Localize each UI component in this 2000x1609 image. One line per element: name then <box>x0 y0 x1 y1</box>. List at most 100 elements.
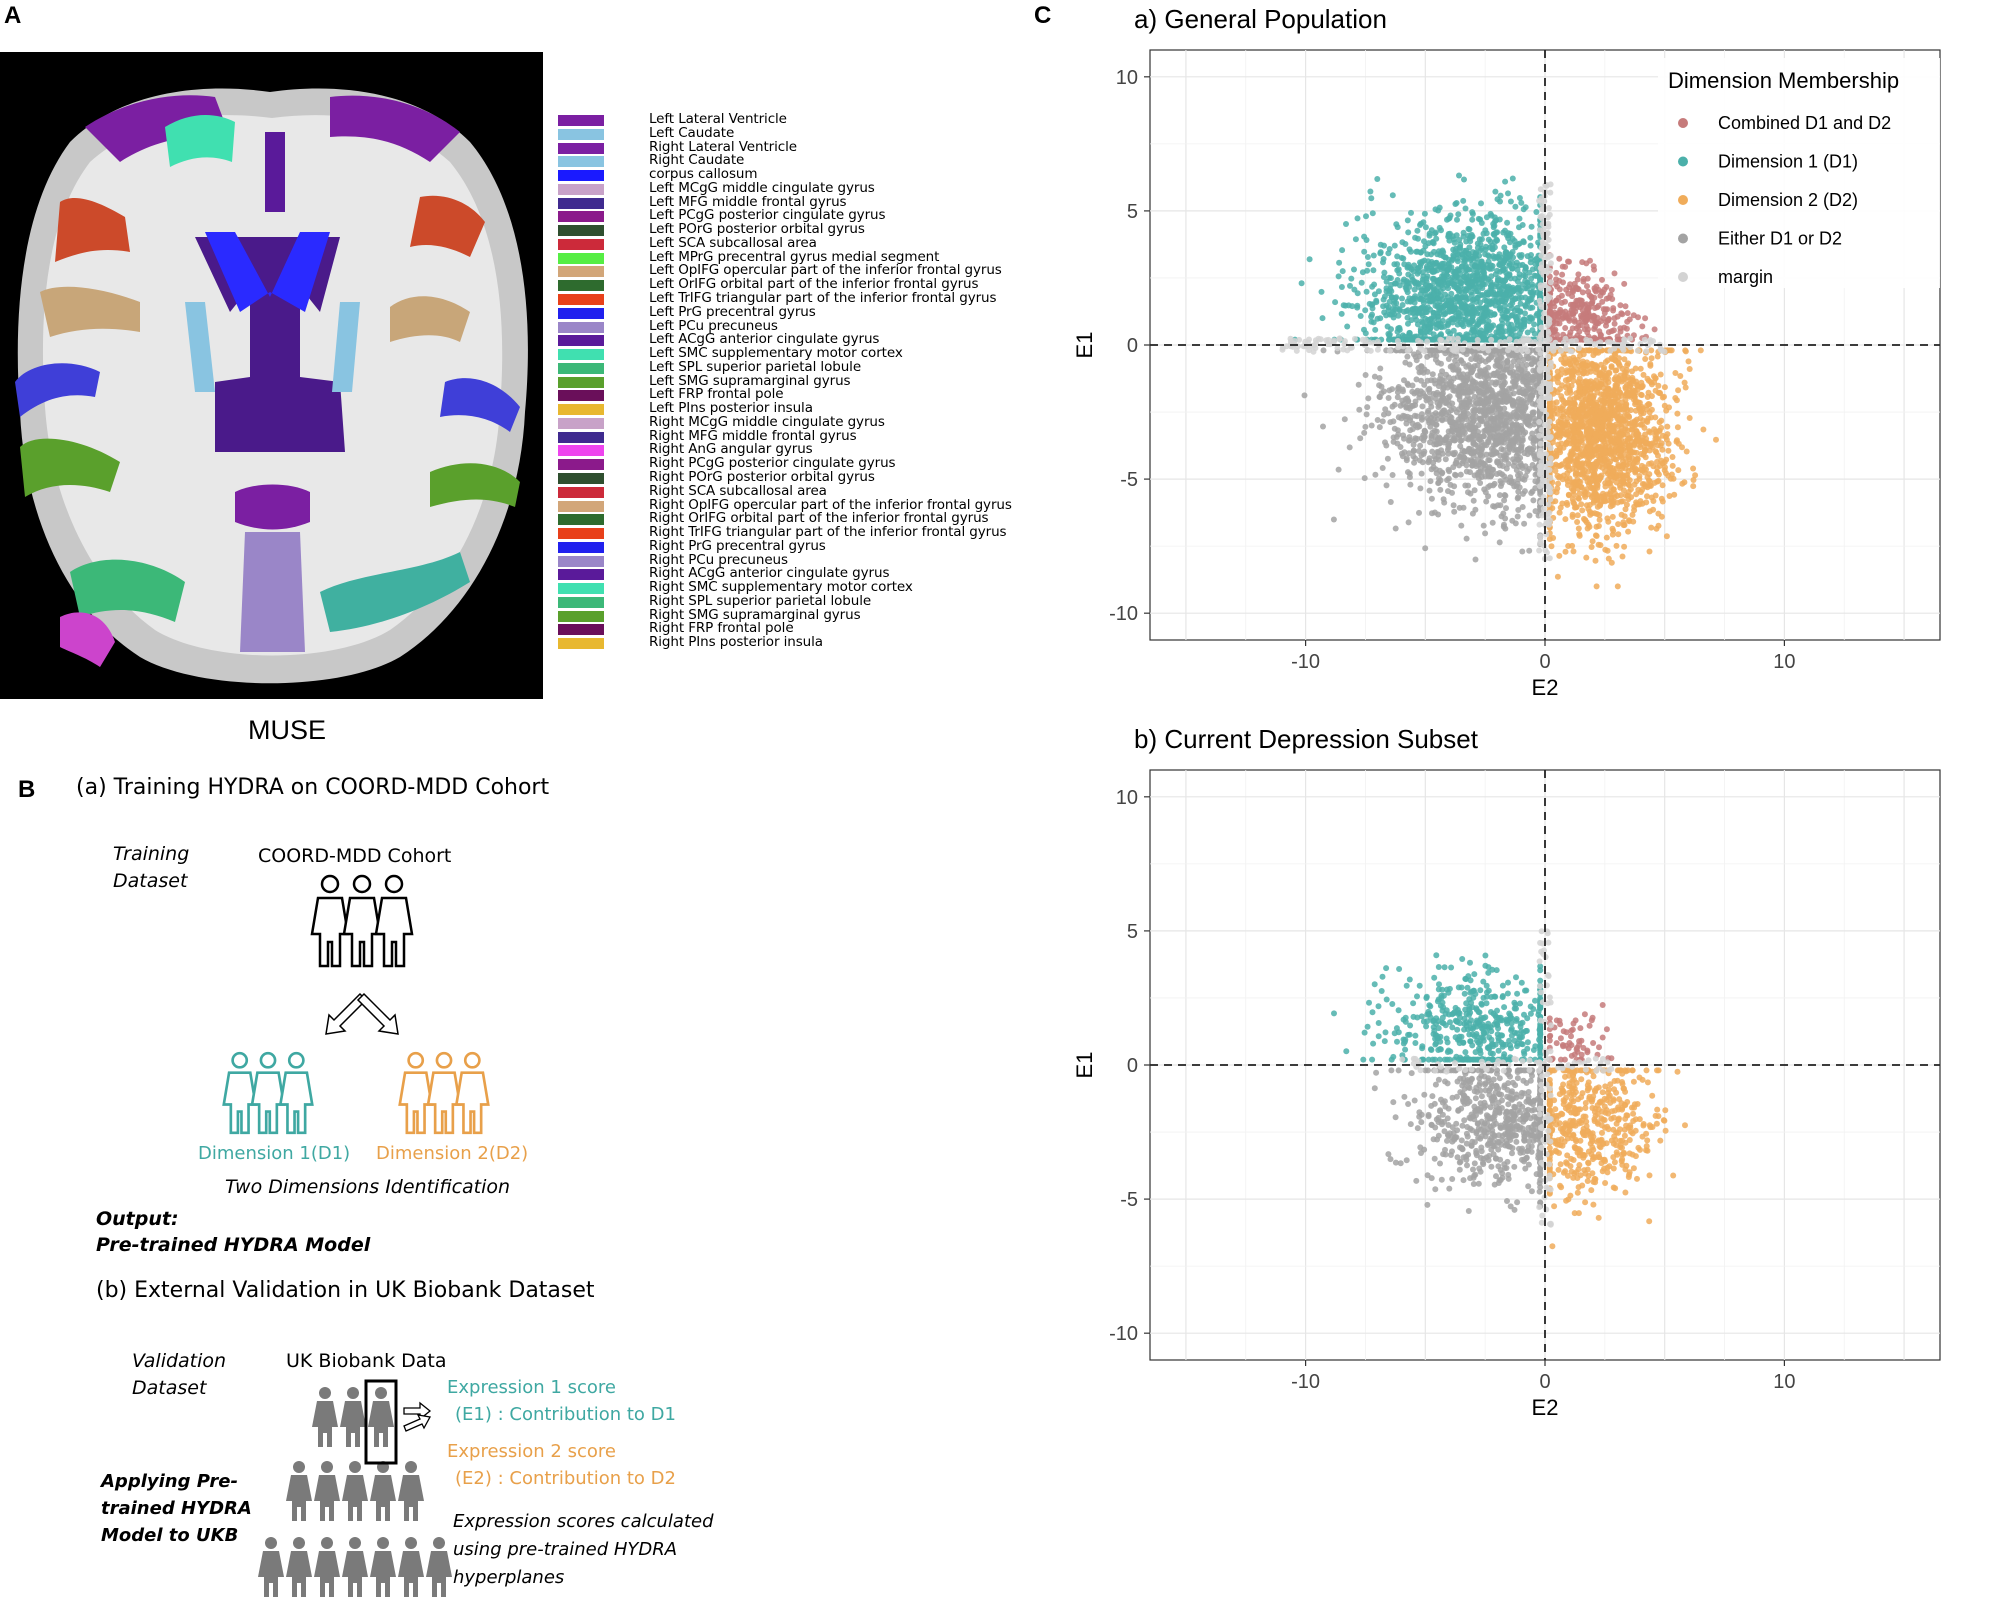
data-point <box>1613 374 1619 380</box>
data-point <box>1400 302 1406 308</box>
data-point <box>1451 435 1457 441</box>
data-point <box>1455 211 1461 217</box>
data-point <box>1691 477 1697 483</box>
data-point <box>1649 393 1655 399</box>
data-point <box>1410 453 1416 459</box>
data-point <box>1520 436 1526 442</box>
legend-swatch <box>558 349 604 360</box>
data-point <box>1440 309 1446 315</box>
data-point <box>1462 258 1468 264</box>
data-point <box>1447 309 1453 315</box>
data-point <box>1431 331 1437 337</box>
data-point <box>1610 528 1616 534</box>
data-point <box>1439 261 1445 267</box>
data-point <box>1490 263 1496 269</box>
data-point <box>1357 435 1363 441</box>
legend-swatch <box>558 363 604 374</box>
data-point <box>1461 230 1467 236</box>
data-point <box>1415 422 1421 428</box>
data-point <box>1443 416 1449 422</box>
data-point <box>1452 358 1458 364</box>
data-point <box>1363 330 1369 336</box>
data-point <box>1455 251 1461 257</box>
data-point <box>1362 424 1368 430</box>
data-point <box>1405 398 1411 404</box>
data-point <box>1454 409 1460 415</box>
data-point <box>1666 441 1672 447</box>
data-point <box>1517 216 1523 222</box>
data-point <box>1460 198 1466 204</box>
data-point <box>1519 397 1525 403</box>
data-point <box>1648 460 1654 466</box>
data-point <box>1390 472 1396 478</box>
data-point <box>1529 293 1535 299</box>
data-point <box>1449 401 1455 407</box>
legend-swatch <box>558 624 604 635</box>
data-point <box>1441 377 1447 383</box>
data-point <box>1471 328 1477 334</box>
data-point <box>1499 480 1505 486</box>
data-point <box>1602 547 1608 553</box>
data-point <box>1424 273 1430 279</box>
chart-title: a) General Population <box>1134 4 1387 34</box>
data-point <box>1515 495 1521 501</box>
data-point <box>1404 354 1410 360</box>
data-point <box>1492 481 1498 487</box>
data-point <box>1423 282 1429 288</box>
ukb-data-label: UK Biobank Data <box>286 1350 447 1372</box>
data-point <box>1363 372 1369 378</box>
data-point <box>1469 217 1475 223</box>
data-point <box>1392 426 1398 432</box>
data-point <box>1521 323 1527 329</box>
data-point <box>1422 545 1428 551</box>
data-point <box>1424 354 1430 360</box>
data-point <box>1436 480 1442 486</box>
data-point <box>1516 224 1522 230</box>
data-point <box>1474 353 1480 359</box>
data-point <box>1555 379 1561 385</box>
data-point <box>1430 371 1436 377</box>
data-point <box>1425 298 1431 304</box>
data-point <box>1416 269 1422 275</box>
panel-label-a: A <box>4 2 21 30</box>
data-point <box>1495 369 1501 375</box>
data-point <box>1445 488 1451 494</box>
data-point <box>1625 529 1631 535</box>
legend-label: Left TrIFG triangular part of the inferi… <box>649 291 996 305</box>
data-point <box>1670 463 1676 469</box>
data-point <box>1470 378 1476 384</box>
data-point <box>1378 242 1384 248</box>
data-point <box>1522 278 1528 284</box>
data-point <box>1510 176 1516 182</box>
data-point <box>1440 318 1446 324</box>
data-point <box>1415 321 1421 327</box>
data-point <box>1657 390 1663 396</box>
data-point <box>1454 294 1460 300</box>
data-point <box>1674 411 1680 417</box>
data-point <box>1422 428 1428 434</box>
data-point <box>1488 290 1494 296</box>
data-point <box>1465 489 1471 495</box>
data-point <box>1508 231 1514 237</box>
data-point <box>1409 266 1415 272</box>
data-point <box>1601 439 1607 445</box>
data-point <box>1516 374 1522 380</box>
data-point <box>1446 234 1452 240</box>
data-point <box>1518 200 1524 206</box>
data-point <box>1452 366 1458 372</box>
legend-label: Left SMC supplementary motor cortex <box>649 346 903 360</box>
data-point <box>1597 517 1603 523</box>
data-point <box>1406 519 1412 525</box>
data-point <box>1458 454 1464 460</box>
applying-label-1: Applying Pre- <box>101 1471 238 1492</box>
legend-swatch <box>558 308 604 319</box>
data-point <box>1380 303 1386 309</box>
data-point <box>1656 523 1662 529</box>
data-point <box>1505 190 1511 196</box>
legend-row: Left Lateral Ventricle <box>558 114 1078 128</box>
legend-swatch <box>558 542 604 553</box>
data-point <box>1463 206 1469 212</box>
data-point <box>1429 496 1435 502</box>
data-point <box>1494 352 1500 358</box>
data-point <box>1486 237 1492 243</box>
